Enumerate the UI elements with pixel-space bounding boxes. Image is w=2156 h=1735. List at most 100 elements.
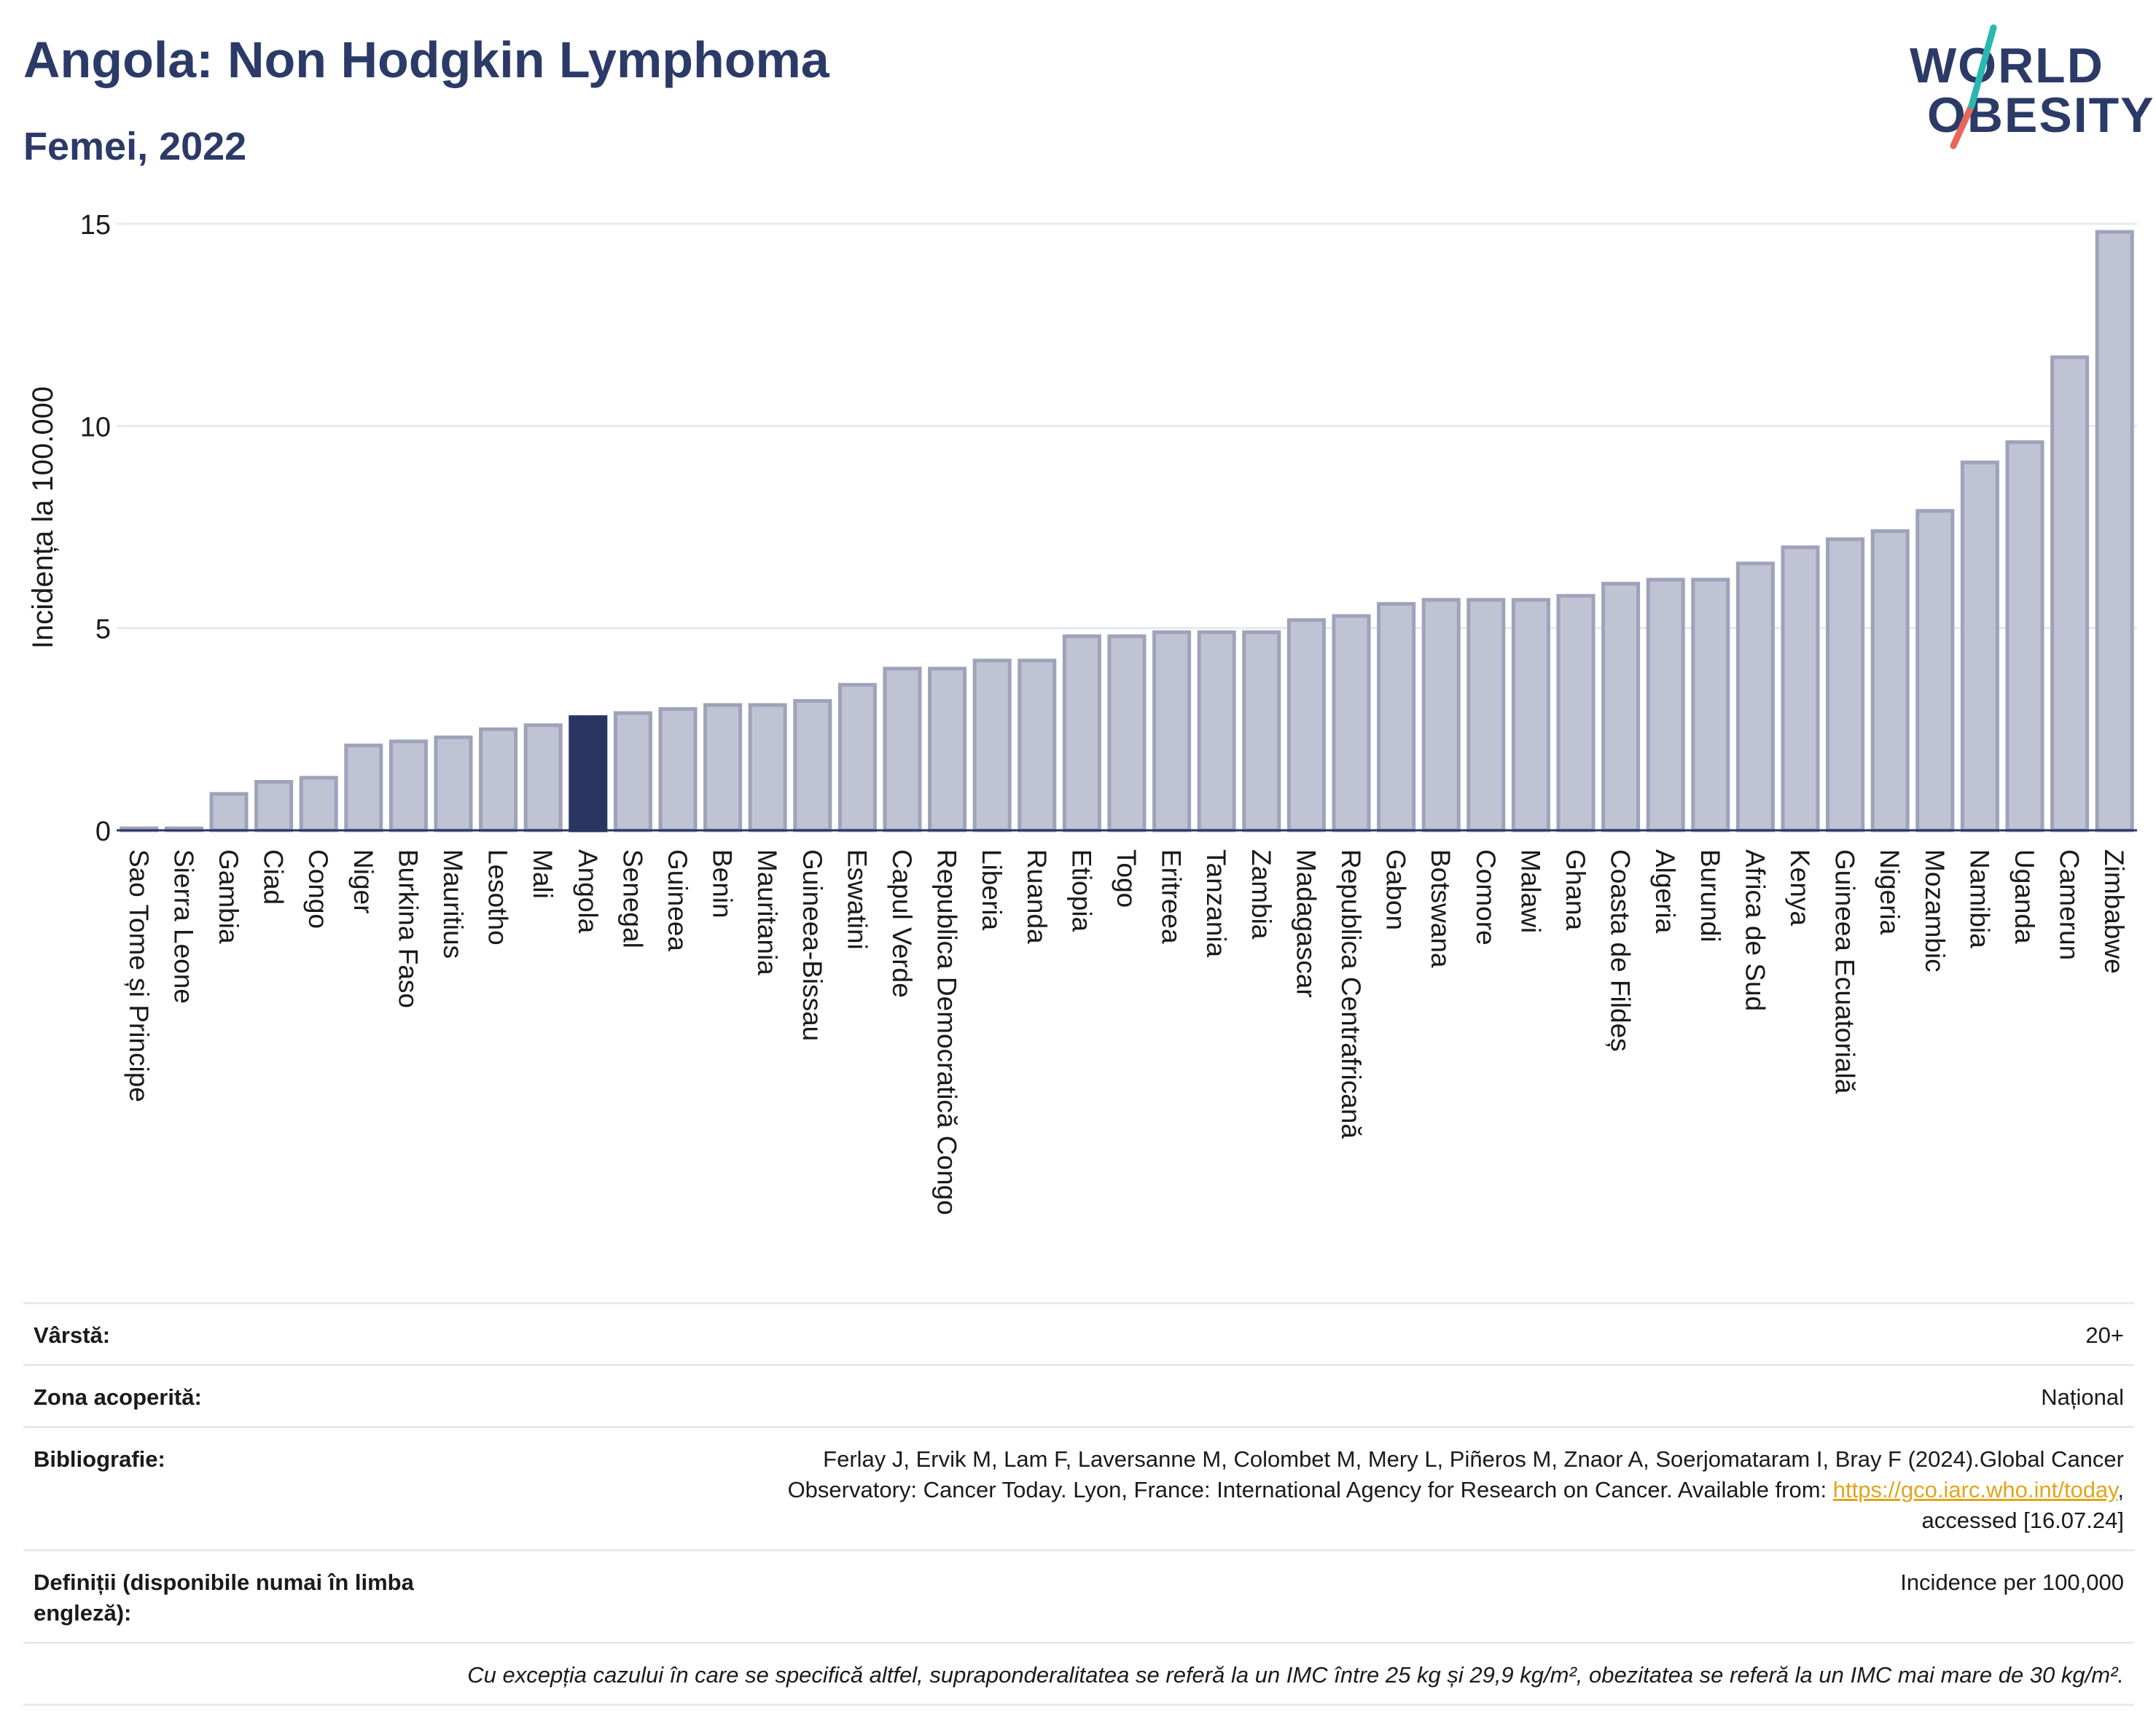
bar-ruanda	[1018, 658, 1057, 833]
definitions-label: Definiții (disponibile numai în limba en…	[34, 1570, 414, 1626]
x-tick-label: Burundi	[1695, 849, 1725, 943]
bar-zimbabwe	[2095, 230, 2134, 833]
bar-uganda	[2005, 440, 2044, 833]
bar-ciad	[254, 779, 294, 833]
x-tick-label: Republica Centrafricană	[1336, 849, 1366, 1139]
x-tick-label: Botswana	[1426, 849, 1456, 968]
age-label: Vârstă:	[34, 1322, 111, 1348]
x-tick-label: Senegal	[617, 849, 647, 948]
bar-camerun	[2050, 355, 2090, 833]
meta-row-area: Zona acoperită: Național	[23, 1364, 2134, 1426]
logo-line-1: WORLD	[1910, 38, 2104, 93]
y-tick-label: 5	[95, 615, 111, 645]
x-tick-label: Comore	[1471, 849, 1501, 946]
x-tick-label: Nigeria	[1875, 849, 1905, 935]
chart-subtitle: Femei, 2022	[23, 125, 247, 168]
bar-chart: 0 5 10 15 Incidența la 100.000 Sao Tome și …	[27, 210, 2137, 1215]
bibliography-text-4: accessed [16.07.24]	[1921, 1508, 2124, 1533]
bars	[120, 230, 2134, 833]
y-axis-label: Incidența la 100.000	[27, 386, 59, 649]
x-tick-label: Mauritania	[752, 849, 782, 975]
bar-angola	[569, 715, 608, 833]
x-tick-label: Zambia	[1246, 849, 1276, 940]
x-tick-label: Malawi	[1515, 849, 1545, 933]
bibliography-text-2: Observatory: Cancer Today. Lyon, France:…	[787, 1477, 1833, 1502]
bar-etiopia	[1062, 634, 1101, 833]
x-tick-label: Guineea	[663, 849, 692, 951]
x-tick-label: Ruanda	[1022, 849, 1052, 944]
age-value: 20+	[2085, 1322, 2124, 1348]
bar-republica-centrafrican-	[1332, 614, 1371, 833]
meta-row-age: Vârstă: 20+	[23, 1302, 2134, 1364]
x-tick-label: Africa de Sud	[1740, 849, 1770, 1011]
bibliography-label: Bibliografie:	[34, 1446, 165, 1472]
meta-row-bibliography: Bibliografie: Ferlay J, Ervik M, Lam F, …	[23, 1426, 2134, 1549]
bar-africa-de-sud	[1735, 561, 1775, 833]
logo-slash-icon	[1950, 24, 1997, 149]
chart-title: Angola: Non Hodgkin Lymphoma	[23, 31, 829, 88]
x-tick-label: Etiopia	[1066, 849, 1096, 932]
x-tick-label: Burkina Faso	[393, 849, 423, 1008]
x-tick-label: Guineea Ecuatorială	[1830, 849, 1860, 1094]
x-tick-label: Ghana	[1561, 849, 1590, 931]
bibliography-text-3: ,	[2117, 1477, 2124, 1502]
table-bottom-border	[23, 1704, 2134, 1706]
x-tick-label: Uganda	[2009, 849, 2039, 944]
world-obesity-logo: WORLD OBESITY	[1895, 22, 2154, 153]
x-tick-label: Sierra Leone	[168, 849, 198, 1004]
bar-namibia	[1960, 460, 1999, 833]
bar-ghana	[1556, 593, 1595, 833]
y-axis-ticks: 0 5 10 15	[80, 210, 111, 847]
bar-comore	[1466, 598, 1506, 833]
bar-eswatini	[837, 682, 877, 833]
bar-mauritius	[434, 735, 473, 833]
x-tick-label: Mozambic	[1920, 849, 1950, 972]
x-tick-label: Mauritius	[438, 849, 468, 959]
bar-guineea-ecuatorial-	[1826, 537, 1865, 833]
x-tick-label: Benin	[708, 849, 738, 919]
bar-madagascar	[1286, 618, 1326, 833]
x-tick-label: Coasta de Fildeș	[1606, 849, 1636, 1052]
x-tick-label: Liberia	[977, 849, 1007, 930]
bar-coasta-de-filde-	[1601, 582, 1641, 833]
bar-nigeria	[1870, 529, 1910, 833]
area-value: Național	[2041, 1384, 2124, 1410]
x-axis-labels: Sao Tome și Principe Sierra Leone Gambia Ci…	[124, 849, 2129, 1215]
x-tick-label: Tanzania	[1201, 849, 1231, 958]
bibliography-link[interactable]: https://gco.iarc.who.int/today	[1832, 1477, 2118, 1502]
bar-mozambic	[1915, 509, 1955, 833]
bar-burundi	[1691, 577, 1730, 833]
x-tick-label: Kenya	[1785, 849, 1815, 926]
meta-row-definitions: Definiții (disponibile numai în limba en…	[23, 1549, 2134, 1642]
bar-tanzania	[1197, 630, 1236, 833]
x-tick-label: Sao Tome și Principe	[124, 849, 154, 1102]
bar-guineea-bissau	[793, 699, 832, 833]
bar-zambia	[1242, 630, 1281, 833]
x-tick-label: Zimbabwe	[2099, 849, 2129, 974]
bar-liberia	[972, 658, 1012, 833]
bibliography-text-1: Ferlay J, Ervik M, Lam F, Laversanne M, …	[823, 1446, 2124, 1472]
meta-row-note: Cu excepția cazului în care se specifică…	[23, 1642, 2134, 1704]
x-tick-label: Guineea-Bissau	[797, 849, 827, 1041]
x-tick-label: Capul Verde	[887, 849, 917, 998]
x-tick-label: Mali	[528, 849, 558, 899]
x-tick-label: Madagascar	[1291, 849, 1321, 998]
bar-congo	[299, 776, 338, 833]
area-label: Zona acoperită:	[34, 1384, 202, 1410]
bar-algeria	[1646, 577, 1685, 833]
bar-senegal	[613, 711, 652, 833]
bar-lesotho	[479, 727, 518, 833]
x-tick-label: Algeria	[1650, 849, 1680, 934]
bar-burkina-faso	[388, 739, 428, 833]
bar-togo	[1107, 634, 1147, 833]
x-tick-label: Togo	[1112, 849, 1141, 908]
bar-botswana	[1421, 598, 1461, 833]
x-tick-label: Camerun	[2055, 849, 2085, 960]
bar-eritreea	[1152, 630, 1192, 833]
bar-republica-democratic-congo	[928, 666, 967, 833]
definitions-value: Incidence per 100,000	[1900, 1570, 2124, 1595]
bar-capul-verde	[883, 666, 922, 833]
bibliography-value: Ferlay J, Ervik M, Lam F, Laversanne M, …	[500, 1444, 2124, 1536]
y-tick-label: 10	[80, 412, 111, 442]
bar-niger	[344, 744, 383, 833]
